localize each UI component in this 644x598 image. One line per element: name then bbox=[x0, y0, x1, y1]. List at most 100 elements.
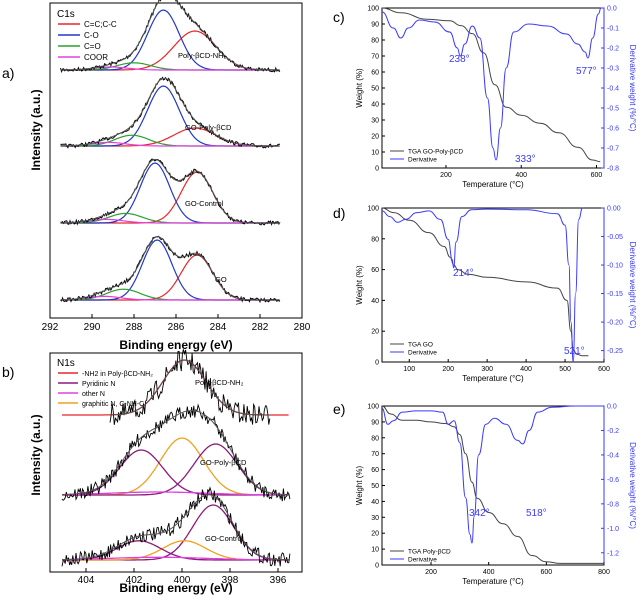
legend-label-a-1: C-O bbox=[84, 31, 99, 40]
derivative-curve-c bbox=[381, 7, 602, 161]
xtick-label-b-0: 404 bbox=[78, 575, 95, 586]
ylabel-d: Weight (%) bbox=[355, 265, 364, 305]
xtick-label-a-4: 284 bbox=[210, 322, 227, 333]
ytick-label-c-9: 90 bbox=[371, 22, 379, 29]
xticks-b: 404 402 400 398 396 bbox=[78, 568, 287, 586]
xtick-label-e-2: 600 bbox=[540, 569, 552, 576]
ytick-label-e-5: 50 bbox=[371, 483, 379, 490]
ytick-label-c-5: 50 bbox=[371, 86, 379, 93]
n1s-sample-label-1: GO-Poly-βCD bbox=[200, 458, 247, 467]
c1s-sample-label-0: Poly-βCD-NH₂ bbox=[178, 51, 227, 60]
weight-curve-e bbox=[381, 405, 604, 564]
y2label-c: Derivative weight (%/°C) bbox=[628, 45, 637, 132]
y2tick-label-e-0: 0.0 bbox=[607, 404, 617, 411]
legend-label-b-2: other N bbox=[82, 391, 105, 398]
y2tick-label-c-1: -0.1 bbox=[607, 26, 619, 33]
panel-d: d) 0 20 40 60 80 100 0.00 -0.05 -0.10 -0.15 -0.20 -0… bbox=[333, 205, 637, 383]
ytick-label-e-0: 0 bbox=[375, 563, 379, 570]
legend-label-c-1: Derivative bbox=[408, 157, 437, 164]
xtick-label-d-3: 400 bbox=[520, 366, 532, 373]
peak-annotation-e-0: 342° bbox=[469, 508, 490, 519]
n1s-sample-label-0: Poly-βCD-NH₂ bbox=[195, 378, 244, 387]
legend-label-b-1: Pyridinic N bbox=[82, 381, 115, 388]
panel-label-e: e) bbox=[333, 401, 345, 417]
y2tick-label-e-1: -0.2 bbox=[607, 428, 619, 435]
ytick-label-c-0: 0 bbox=[375, 166, 379, 173]
c1s-envelope-2 bbox=[60, 158, 280, 224]
y2tick-label-c-5: -0.5 bbox=[607, 106, 619, 113]
ytick-label-c-1: 10 bbox=[371, 150, 379, 157]
legend-label-b-0: -NH2 in Poly-βCD-NH₂ bbox=[82, 371, 153, 378]
peak-annotation-c-0: 238° bbox=[449, 54, 470, 65]
legend-label-e-0: TGA Poly-βCD bbox=[408, 549, 451, 556]
legend-a: C=C;C-C C-O C=O COOR bbox=[58, 20, 117, 62]
legend-label-d-0: TGA GO bbox=[408, 342, 433, 349]
c1s-component-1-3 bbox=[60, 141, 279, 147]
n1s-envelope-1 bbox=[62, 409, 290, 496]
xlabel-d: Temperature (°C) bbox=[462, 374, 524, 383]
y2tick-label-e-6: -1.2 bbox=[607, 550, 619, 557]
y2label-d: Derivative weight (%/°C) bbox=[628, 242, 637, 329]
ytick-label-d-2: 40 bbox=[371, 298, 379, 305]
y2tick-label-c-4: -0.4 bbox=[607, 86, 619, 93]
xlabel-c: Temperature (°C) bbox=[462, 180, 524, 189]
panel-e: e) 0 10 20 30 40 50 60 70 80 90 100 0.0 -0.2 -0.4 -0.6 -… bbox=[333, 401, 637, 586]
ylabel-e: Weight (%) bbox=[355, 465, 364, 505]
ytick-label-d-0: 0 bbox=[375, 360, 379, 367]
peak-annotation-c-1: 333° bbox=[515, 154, 536, 165]
ytick-label-d-4: 80 bbox=[371, 236, 379, 243]
xtick-label-c-0: 200 bbox=[440, 172, 452, 179]
panel-label-a: a) bbox=[2, 65, 14, 81]
xtick-label-e-0: 200 bbox=[425, 569, 437, 576]
c1s-envelope-1 bbox=[60, 77, 280, 147]
c1s-sample-label-2: GO-Control bbox=[185, 199, 224, 208]
xticks-a: 292 290 288 286 284 282 280 bbox=[42, 314, 311, 333]
ytick-label-c-4: 40 bbox=[371, 102, 379, 109]
c1s-sample-label-1: GO-Poly-βCD bbox=[185, 123, 232, 132]
ytick-label-c-10: 100 bbox=[367, 6, 379, 13]
ytick-label-c-6: 60 bbox=[371, 70, 379, 77]
xtick-label-d-0: 100 bbox=[403, 366, 415, 373]
weight-curve-d bbox=[381, 207, 589, 357]
y2tick-label-d-5: -0.25 bbox=[607, 348, 623, 355]
xtick-label-b-4: 396 bbox=[270, 575, 287, 586]
ytick-label-e-4: 40 bbox=[371, 499, 379, 506]
ylabel-c: Weight (%) bbox=[355, 68, 364, 108]
ylabel-b: Intensity (a.u.) bbox=[29, 414, 43, 495]
peak-annotation-c-2: 577° bbox=[576, 66, 597, 77]
derivative-curve-d bbox=[381, 207, 583, 363]
ytick-label-e-10: 100 bbox=[367, 404, 379, 411]
n1s-data-2 bbox=[61, 486, 291, 567]
legend-label-a-3: COOR bbox=[84, 53, 108, 62]
y2tick-label-d-3: -0.15 bbox=[607, 291, 623, 298]
xlabel-a: Binding energy (eV) bbox=[119, 338, 232, 352]
ytick-label-e-8: 80 bbox=[371, 435, 379, 442]
c1s-envelope-0 bbox=[60, 0, 280, 71]
ytick-label-d-5: 100 bbox=[367, 206, 379, 213]
legend-label-a-2: C=O bbox=[84, 42, 101, 51]
c1s-component-2-1 bbox=[60, 162, 279, 224]
legend-label-b-3: graphitic N, C-NH-C bbox=[82, 401, 144, 408]
panel-label-c: c) bbox=[333, 9, 345, 25]
xtick-label-b-1: 402 bbox=[126, 575, 143, 586]
title-a: C1s bbox=[57, 9, 75, 20]
y2tick-label-e-2: -0.4 bbox=[607, 452, 619, 459]
y2tick-label-c-0: 0.0 bbox=[607, 6, 617, 13]
ytick-label-e-9: 90 bbox=[371, 419, 379, 426]
y2tick-label-e-3: -0.6 bbox=[607, 477, 619, 484]
c1s-data-3 bbox=[60, 235, 281, 304]
peak-annotation-d-0: 214° bbox=[453, 268, 474, 279]
plot-area-b: Poly-βCD-NH₂ GO-Poly-βCD GO-Control bbox=[61, 349, 291, 567]
panel-c: c) 0 10 20 30 40 50 60 70 80 90 100 0.0 -0.1 -0.2 -0.3 -… bbox=[333, 6, 637, 190]
plot-frame-b bbox=[49, 352, 303, 573]
n1s-component-1-3 bbox=[62, 491, 289, 496]
xtick-label-b-2: 400 bbox=[174, 575, 191, 586]
n1s-component-2-0 bbox=[62, 504, 289, 561]
legend-label-c-0: TGA GO-Poly-βCD bbox=[408, 149, 463, 156]
xtick-label-c-1: 400 bbox=[515, 172, 527, 179]
xtick-label-a-1: 290 bbox=[84, 322, 101, 333]
n1s-data-0 bbox=[109, 349, 271, 425]
plot-area-a: Poly-βCD-NH₂ GO-Poly-βCD GO-Control GO bbox=[60, 0, 281, 304]
xlabel-e: Temperature (°C) bbox=[462, 577, 524, 586]
